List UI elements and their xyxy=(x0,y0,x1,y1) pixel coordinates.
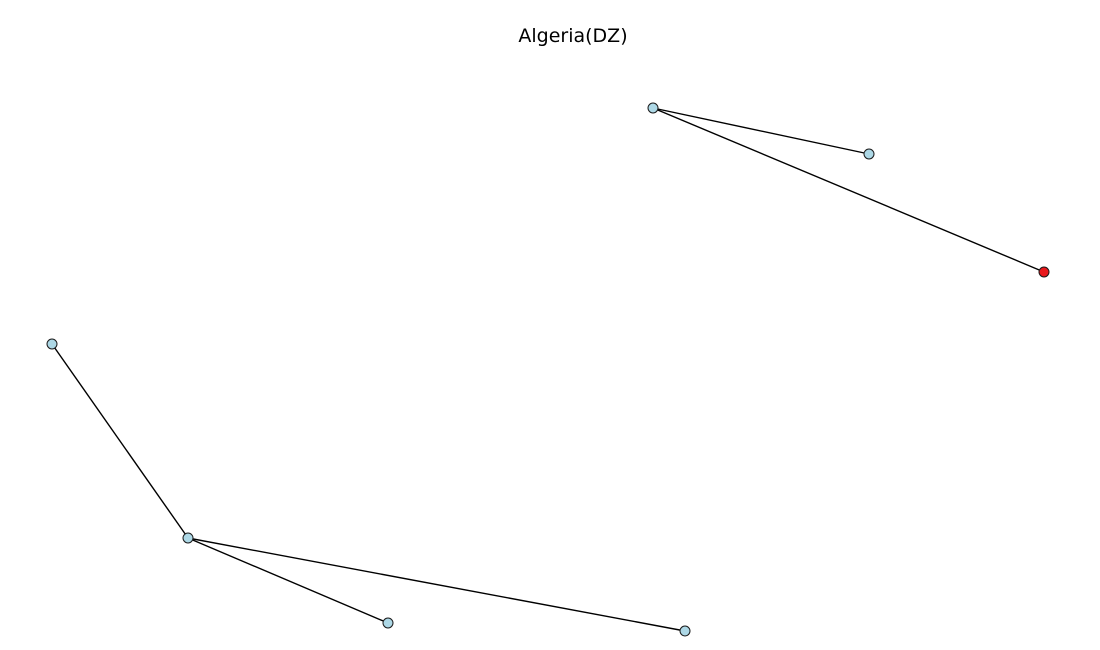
node-n1 xyxy=(647,102,659,114)
node-n6 xyxy=(382,617,394,629)
node-n2 xyxy=(863,148,875,160)
edge-n5-n7 xyxy=(187,537,686,632)
node-n3-highlighted xyxy=(1038,266,1050,278)
graph-title: Algeria(DZ) xyxy=(518,25,627,47)
node-n7 xyxy=(679,625,691,637)
node-n4 xyxy=(46,338,58,350)
edge-n1-n3 xyxy=(652,107,1045,273)
edge-n1-n2 xyxy=(652,107,870,155)
edge-n4-n5 xyxy=(51,343,189,539)
edge-n5-n6 xyxy=(187,537,389,624)
nodes-layer xyxy=(46,102,1050,637)
node-n5 xyxy=(182,532,194,544)
edges-layer xyxy=(51,107,1045,632)
